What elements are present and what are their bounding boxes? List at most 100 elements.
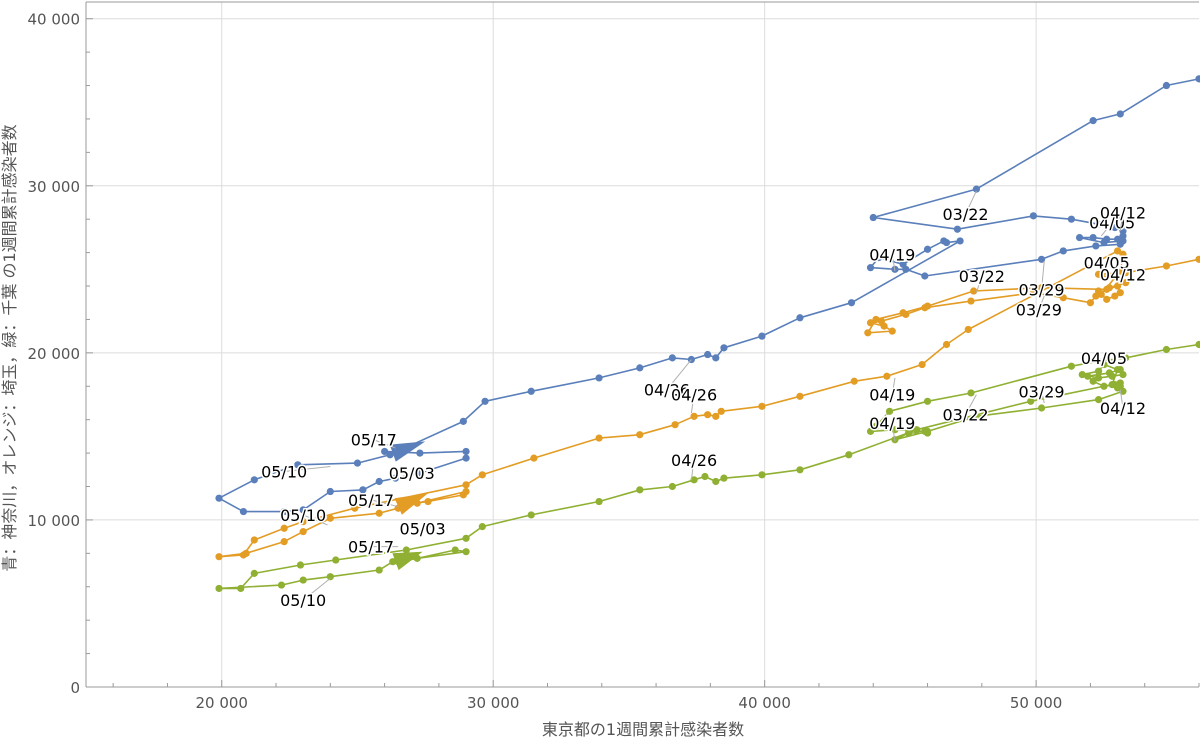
date-label: 05/10 <box>280 506 326 525</box>
data-point <box>885 407 894 415</box>
data-point <box>1103 295 1111 303</box>
grid-layer <box>86 2 1199 687</box>
data-point <box>1103 285 1111 293</box>
data-point <box>1119 232 1127 240</box>
data-point <box>847 299 856 307</box>
date-label: 04/12 <box>1100 265 1146 284</box>
data-point <box>866 264 875 272</box>
data-point <box>239 507 248 516</box>
date-annotation: 05/03 <box>387 463 436 485</box>
data-point <box>888 327 896 335</box>
data-point <box>1116 379 1124 387</box>
date-annotation: 03/29 <box>1017 260 1066 301</box>
plot-frame <box>85 1 1200 688</box>
date-label: 03/22 <box>959 267 1005 286</box>
data-point <box>636 431 644 439</box>
data-point <box>1067 215 1076 223</box>
date-annotation: 05/17 <box>349 429 398 451</box>
data-point <box>1092 242 1100 250</box>
data-point <box>1084 372 1092 380</box>
data-point <box>704 350 712 359</box>
data-point <box>359 486 367 494</box>
annotation-leader <box>690 394 695 414</box>
date-annotation: 04/05 <box>1082 252 1131 274</box>
data-point <box>866 319 875 327</box>
data-point <box>1119 370 1127 379</box>
date-annotation: 03/22 <box>941 190 990 226</box>
data-point <box>1122 354 1130 362</box>
y-axis-title: 青：神奈川，オレンジ：埼玉，緑：千葉 の1週間累計感染者数 <box>0 124 19 571</box>
data-point <box>462 481 470 489</box>
data-point <box>391 474 400 482</box>
data-point <box>1089 233 1097 242</box>
data-point <box>1094 357 1103 365</box>
data-point <box>326 514 334 522</box>
date-annotation: 05/03 <box>398 518 447 540</box>
data-point <box>972 185 981 193</box>
data-point <box>942 340 951 349</box>
date-annotation: 04/05 <box>1079 347 1129 370</box>
annotation-leader <box>965 190 977 215</box>
annotation-leader <box>690 459 695 480</box>
data-point <box>462 447 470 456</box>
date-annotation: 03/22 <box>941 394 990 426</box>
data-point <box>701 472 709 481</box>
y-tick-label: 20 000 <box>28 345 81 363</box>
data-point <box>527 387 535 395</box>
data-point <box>1195 75 1200 83</box>
data-point <box>953 225 961 233</box>
date-annotation: 04/12 <box>1098 264 1147 286</box>
date-annotation: 03/29 <box>1017 381 1066 404</box>
annotation-leader <box>411 472 418 476</box>
annotation-leader <box>1100 357 1105 370</box>
data-point <box>280 507 288 516</box>
annotation-leader <box>891 254 896 272</box>
annotation-leader <box>1041 391 1045 404</box>
direction-arrow <box>392 551 423 571</box>
data-point <box>478 523 486 531</box>
data-point <box>899 260 907 268</box>
date-annotation: 04/26 <box>670 449 719 480</box>
data-point <box>250 476 258 484</box>
data-point <box>1119 227 1127 235</box>
data-point <box>712 412 720 420</box>
date-label: 05/10 <box>280 591 326 610</box>
data-point <box>712 477 720 486</box>
data-point <box>668 354 676 362</box>
data-point <box>956 237 964 245</box>
data-point <box>389 558 397 566</box>
date-label: 05/17 <box>348 491 394 510</box>
data-point <box>595 374 603 382</box>
data-point <box>899 309 907 317</box>
data-point <box>215 494 223 502</box>
data-point <box>459 491 467 499</box>
data-point <box>451 546 459 554</box>
data-point <box>918 360 926 369</box>
data-point <box>237 584 245 593</box>
date-label: 05/03 <box>400 519 446 538</box>
date-annotation: 04/19 <box>868 244 917 272</box>
data-point <box>796 392 804 400</box>
data-point <box>704 411 712 419</box>
annotation-leader <box>1119 389 1124 409</box>
data-point <box>758 471 766 479</box>
data-point <box>462 534 470 542</box>
x-tick-label: 30 000 <box>467 694 520 712</box>
data-point <box>1089 117 1097 125</box>
data-point <box>1094 374 1103 382</box>
data-point <box>690 476 698 484</box>
data-point <box>326 573 334 581</box>
data-point <box>758 332 766 340</box>
date-label: 03/29 <box>1016 300 1062 319</box>
data-point <box>967 389 975 397</box>
data-point <box>923 397 932 405</box>
data-point <box>1122 279 1130 287</box>
data-point <box>636 486 644 494</box>
annotation-leader <box>1100 222 1113 237</box>
data-point <box>462 454 470 462</box>
series-2 <box>215 340 1200 593</box>
y-tick-label: 10 000 <box>28 512 81 530</box>
data-point <box>967 297 975 305</box>
data-point <box>923 427 932 435</box>
x-tick-label: 20 000 <box>195 694 248 712</box>
